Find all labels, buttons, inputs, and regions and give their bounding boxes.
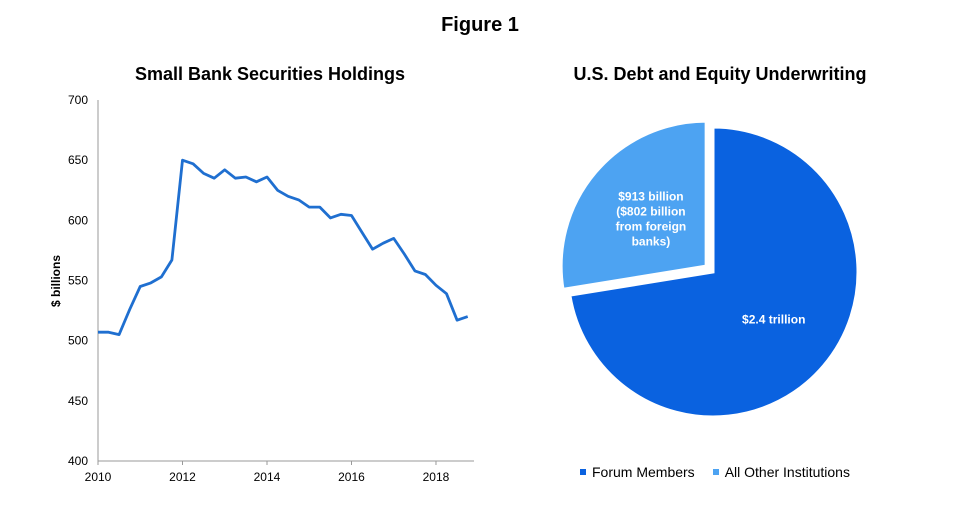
- legend-item-other: All Other Institutions: [712, 464, 850, 480]
- legend-item-forum: Forum Members: [580, 464, 695, 480]
- slice-data-label: $913 billion: [618, 190, 683, 204]
- x-tick-label: 2016: [338, 470, 365, 484]
- legend-label-forum: Forum Members: [592, 464, 695, 480]
- line-chart-title: Small Bank Securities Holdings: [134, 64, 406, 84]
- y-tick-label: 650: [68, 153, 88, 167]
- x-tick-label: 2010: [85, 470, 112, 484]
- pie-slice: [559, 119, 708, 292]
- y-tick-label: 400: [68, 454, 88, 468]
- slice-data-label: ($802 billion: [616, 205, 685, 219]
- x-tick-label: 2018: [423, 470, 450, 484]
- legend-label-other: All Other Institutions: [724, 464, 850, 480]
- legend-swatch-forum: [580, 469, 586, 475]
- series-line: [98, 158, 469, 337]
- line-chart: 400 450 500 550 600 650 700 2010 2012 2014 2016 201…: [49, 93, 474, 484]
- x-tick-label: 2014: [254, 470, 281, 484]
- pie-legend: Forum Members All Other Institutions: [580, 464, 850, 480]
- slice-data-label: from foreign: [616, 220, 687, 234]
- y-axis-label: $ billions: [49, 255, 63, 307]
- legend-swatch-other: [712, 469, 719, 475]
- pie-chart-title: U.S. Debt and Equity Underwriting: [573, 64, 867, 84]
- pie-slice: [568, 125, 860, 419]
- slice-data-label: banks): [632, 235, 671, 249]
- y-tick-label: 500: [68, 334, 88, 348]
- y-tick-label: 550: [68, 274, 88, 288]
- y-tick-label: 700: [68, 93, 88, 107]
- figure-title: Figure 1: [441, 14, 519, 36]
- x-tick-label: 2012: [169, 470, 196, 484]
- y-tick-label: 600: [68, 213, 88, 227]
- slice-data-label: $2.4 trillion: [742, 313, 805, 327]
- y-tick-label: 450: [68, 394, 88, 408]
